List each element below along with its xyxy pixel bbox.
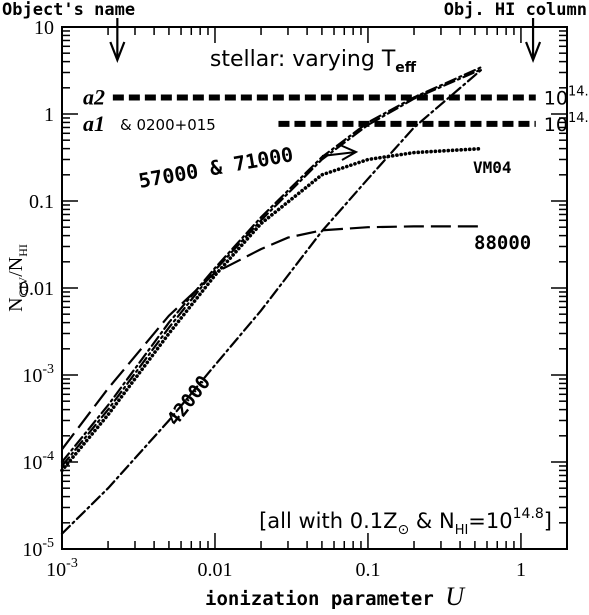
chart-title-text: stellar: varying T: [210, 47, 396, 72]
y-tick-label: 10: [34, 17, 54, 39]
footer-sub: HI: [455, 523, 469, 538]
x-tick-label: 10-3: [46, 556, 78, 581]
footer-eq: =10: [468, 509, 512, 533]
column-base: 10: [544, 114, 568, 136]
y-tick-label: 10-5: [22, 536, 54, 561]
label-88000: 88000: [474, 232, 531, 254]
down-arrow-head: [525, 41, 542, 64]
y-axis-title-sub-civ: CIV: [16, 276, 30, 297]
series-layer: [60, 65, 536, 535]
series-line-71000: [60, 65, 484, 464]
x-axis-title: ionization parameter U: [205, 582, 466, 611]
y-tick-exponent: -3: [42, 362, 54, 377]
object-name-a2: a2: [83, 84, 105, 109]
y-axis-title-sub-hi: HI: [16, 244, 30, 257]
y-axis-title: NCIV/NHI: [5, 244, 30, 312]
label-42000: 42000: [163, 371, 216, 430]
top-label-hi-column: Obj. HI column: [444, 0, 587, 20]
pair-arrow-head: [339, 144, 359, 161]
y-tick-base: 10: [22, 365, 42, 387]
label-vm04: VM04: [473, 158, 512, 177]
column-exponent: 14.75: [568, 111, 589, 126]
series-line-57000: [60, 67, 484, 468]
column-base: 10: [544, 87, 568, 109]
pair-arrow-shaft: [321, 151, 357, 157]
label-57000-71000: 57000 & 71000: [137, 142, 295, 193]
y-tick-label: 0.1: [29, 191, 54, 213]
y-tick-label: 0.01: [19, 278, 54, 300]
x-axis-title-text: ionization parameter: [205, 588, 445, 610]
y-tick-base: 10: [22, 539, 42, 561]
object-name-a1: a1: [83, 111, 105, 136]
object-bar-label-a2: 1014.8: [544, 84, 589, 109]
object-name-a1-extra: & 0200+015: [120, 116, 216, 134]
x-tick-base: 10: [46, 559, 66, 581]
chart-title-subscript: eff: [395, 60, 416, 76]
series-line-vm04: [60, 146, 485, 473]
footer-exp: 14.8: [513, 506, 544, 522]
series-line-88000: [61, 225, 483, 450]
footer-end: ]: [544, 509, 552, 533]
footer-mid: & N: [409, 509, 454, 533]
footer-note: [all with 0.1Z⊙ & NHI=1014.8]: [259, 506, 552, 538]
sun-symbol-icon: ⊙: [398, 522, 410, 538]
y-tick-label: 1: [44, 104, 54, 126]
column-exponent: 14.8: [568, 84, 589, 99]
y-axis-title-div: /N: [5, 257, 27, 277]
footer-pre: [all with 0.1Z: [259, 509, 397, 533]
series-line-42000: [60, 67, 484, 535]
object-bar-label-a1: 1014.75: [544, 111, 589, 136]
top-label-object-name: Object's name: [2, 0, 135, 20]
x-tick-exponent: -3: [66, 556, 78, 571]
x-axis-title-variable: U: [445, 582, 466, 611]
chart-title: stellar: varying Teff: [210, 47, 417, 76]
annotations-layer: stellar: varying Teff Object's name Obj. H…: [2, 0, 589, 538]
y-tick-label: 10-4: [22, 449, 54, 474]
y-axis-title-n: N: [5, 297, 27, 311]
y-tick-label: 10-3: [22, 362, 54, 387]
y-tick-base: 10: [22, 452, 42, 474]
y-tick-exponent: -4: [42, 449, 54, 464]
down-arrow-head: [109, 41, 126, 64]
x-tick-label: 1: [516, 559, 526, 581]
x-tick-label: 0.1: [355, 559, 380, 581]
x-tick-label: 0.01: [197, 559, 232, 581]
y-tick-exponent: -5: [42, 536, 54, 551]
plot-frame: [61, 26, 568, 550]
